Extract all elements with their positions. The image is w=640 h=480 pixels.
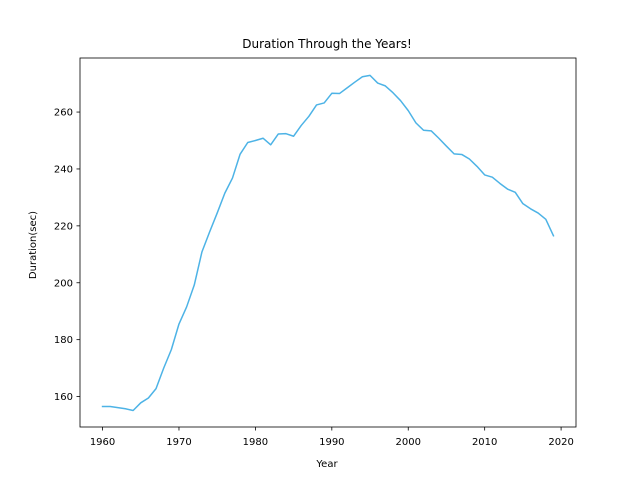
plot-frame	[79, 57, 577, 428]
y-axis-label: Duration(sec)	[28, 211, 39, 279]
chart-title: Duration Through the Years!	[242, 37, 412, 51]
x-tick-label: 2020	[548, 437, 573, 448]
x-tick-label: 1980	[243, 437, 268, 448]
y-tick-label: 260	[54, 108, 73, 119]
axis-ticks: 1960 1970 1980 1990 2000 2010 2020 160 180 200 220…	[54, 108, 574, 448]
x-tick-label: 2000	[396, 437, 421, 448]
duration-line	[101, 74, 555, 412]
y-tick-label: 240	[54, 164, 73, 175]
y-tick-label: 200	[54, 278, 73, 289]
x-tick-label: 1990	[319, 437, 344, 448]
x-tick-label: 1960	[90, 437, 115, 448]
x-tick-label: 2010	[472, 437, 497, 448]
x-axis-label: Year	[315, 459, 338, 470]
x-tick-label: 1970	[166, 437, 191, 448]
y-tick-label: 160	[54, 392, 73, 403]
y-tick-label: 180	[54, 335, 73, 346]
y-tick-label: 220	[54, 221, 73, 232]
